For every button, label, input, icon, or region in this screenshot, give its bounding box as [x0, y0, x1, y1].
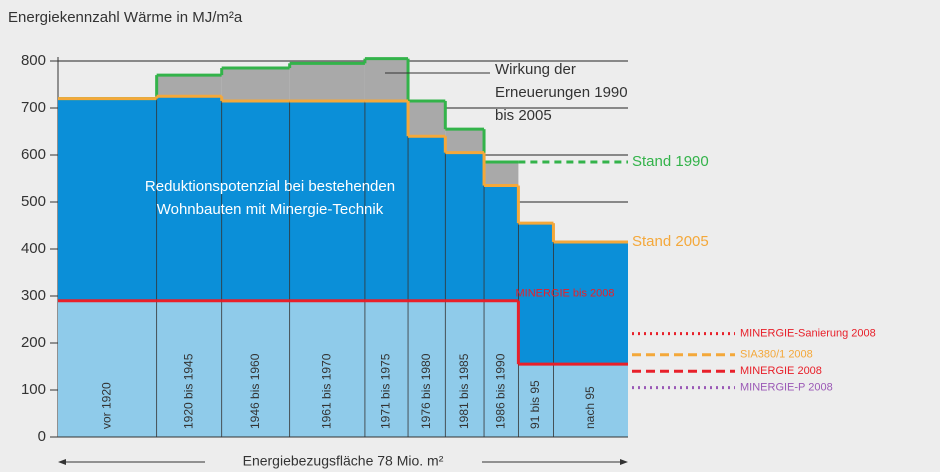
potential-bar: [156, 96, 222, 301]
minergie-bar: [156, 300, 222, 437]
potential-bar: [58, 98, 157, 301]
y-tick-label: 0: [38, 428, 46, 445]
x-category-label: 1946 bis 1960: [248, 353, 262, 429]
renovation-bar: [484, 162, 519, 186]
potential-bar: [484, 185, 519, 301]
x-category-label: 1961 bis 1970: [319, 353, 333, 429]
minergie-bar: [58, 300, 157, 437]
x-category-label: 1976 bis 1980: [419, 353, 433, 429]
arrow-head: [620, 459, 628, 465]
annotation: Reduktionspotenzial bei bestehenden Wohn…: [144, 178, 396, 218]
minergie-bar: [221, 300, 290, 437]
potential-bar: [553, 241, 628, 365]
arrow-head: [58, 459, 66, 465]
renovation-bar: [364, 58, 409, 101]
y-tick-label: 300: [21, 287, 46, 304]
renovation-bar: [289, 63, 365, 101]
minergie-bar: [289, 300, 365, 437]
potential-bar: [364, 100, 409, 301]
x-axis-label: Energiebezugsfläche 78 Mio. m²: [243, 453, 444, 469]
potential-bar: [408, 136, 446, 301]
reference-label: MINERGIE-P 2008: [740, 382, 833, 394]
y-tick-label: 600: [21, 146, 46, 163]
potential-bar: [445, 152, 485, 301]
annotation: Wirkung der Erneuerungen 1990 bis 2005: [495, 61, 628, 124]
x-category-label: vor 1920: [99, 382, 113, 429]
reference-label: MINERGIE 2008: [740, 365, 822, 377]
series-label: MINERGIE bis 2008: [515, 288, 614, 300]
y-tick-label: 200: [21, 334, 46, 351]
x-category-label: 1971 bis 1975: [379, 353, 393, 429]
renovation-bar: [221, 68, 290, 101]
chart-title: Energiekennzahl Wärme in MJ/m²a: [8, 9, 243, 26]
y-tick-label: 400: [21, 240, 46, 257]
series-label: Stand 1990: [632, 153, 709, 170]
reference-label: MINERGIE-Sanierung 2008: [740, 328, 876, 340]
minergie-bar: [408, 300, 446, 437]
potential-bar: [289, 100, 365, 301]
series-label: Stand 2005: [632, 233, 709, 250]
minergie-bar: [518, 364, 554, 437]
y-tick-label: 700: [21, 99, 46, 116]
renovation-bar: [445, 129, 485, 153]
y-tick-label: 100: [21, 381, 46, 398]
x-category-label: 91 bis 95: [528, 380, 542, 429]
minergie-bar: [484, 300, 519, 437]
potential-bar: [518, 223, 554, 365]
potential-bar: [221, 100, 290, 301]
y-tick-label: 500: [21, 193, 46, 210]
x-category-label: 1981 bis 1985: [457, 353, 471, 429]
minergie-bar: [445, 300, 485, 437]
minergie-bar: [553, 364, 628, 437]
renovation-bar: [156, 75, 222, 97]
x-category-label: 1920 bis 1945: [181, 353, 195, 429]
x-category-label: 1986 bis 1990: [493, 353, 507, 429]
reference-label: SIA380/1 2008: [740, 349, 813, 361]
minergie-bar: [364, 300, 409, 437]
y-tick-label: 800: [21, 52, 46, 69]
x-category-label: nach 95: [583, 386, 597, 429]
renovation-bar: [408, 100, 446, 137]
